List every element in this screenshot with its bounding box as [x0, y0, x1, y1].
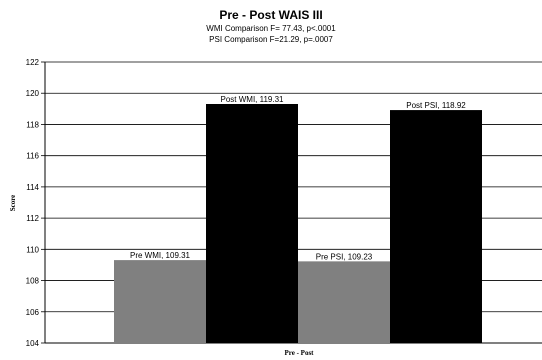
chart-title: Pre - Post WAIS III	[219, 8, 322, 22]
chart-subtitle-line-1: WMI Comparison F= 77.43, p<.0001	[206, 24, 336, 33]
bar-2	[206, 103, 298, 343]
y-tick-label: 118	[26, 120, 39, 129]
x-axis-label: Pre - Post	[284, 349, 314, 357]
y-tick-label: 114	[26, 183, 39, 192]
y-axis-label: Score	[9, 195, 17, 212]
y-tick-label: 110	[26, 245, 39, 254]
y-tick-label: 122	[26, 58, 40, 67]
bar-1	[114, 260, 206, 343]
bar-label-3: Pre PSI, 109.23	[316, 252, 373, 261]
chart-subtitle-line-2: PSI Comparison F=21.29, p=.0007	[209, 35, 333, 44]
y-tick-label: 108	[26, 277, 40, 286]
bar-4	[390, 110, 482, 344]
bar-3	[298, 261, 390, 343]
y-tick-label: 112	[26, 214, 39, 223]
plot-area: 104 106 108 110 112 114 116 118 120 122 Pre WMI, 1…	[26, 58, 542, 348]
y-tick-label: 120	[26, 89, 40, 98]
bar-label-2: Post WMI, 119.31	[221, 95, 285, 104]
bar-label-1: Pre WMI, 109.31	[130, 251, 191, 260]
bar-label-4: Post PSI, 118.92	[406, 101, 466, 110]
y-tick-label: 106	[26, 308, 40, 317]
y-tick-label: 104	[26, 339, 40, 348]
y-tick-label: 116	[26, 152, 39, 161]
